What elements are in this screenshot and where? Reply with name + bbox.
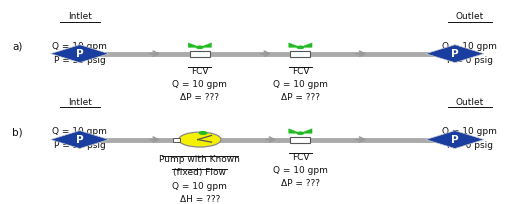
Text: Outlet: Outlet bbox=[455, 98, 484, 107]
Polygon shape bbox=[301, 43, 312, 47]
Bar bbox=[290, 136, 311, 143]
Text: b): b) bbox=[12, 127, 22, 137]
Text: P: P bbox=[76, 135, 84, 145]
Text: Q = 10 gpm: Q = 10 gpm bbox=[273, 80, 328, 89]
Text: (fixed) Flow: (fixed) Flow bbox=[173, 168, 226, 177]
Text: Outlet: Outlet bbox=[455, 12, 484, 21]
Text: P: P bbox=[76, 49, 84, 59]
Text: Intlet: Intlet bbox=[68, 12, 92, 21]
Polygon shape bbox=[200, 43, 212, 47]
Text: FCV: FCV bbox=[191, 67, 209, 76]
Text: Q = 10 gpm: Q = 10 gpm bbox=[442, 128, 497, 136]
Polygon shape bbox=[289, 43, 301, 47]
Bar bbox=[173, 137, 180, 142]
Polygon shape bbox=[51, 131, 109, 149]
Text: ΔP = ???: ΔP = ??? bbox=[180, 93, 219, 102]
Text: P = 0 psig: P = 0 psig bbox=[447, 55, 493, 64]
Polygon shape bbox=[301, 129, 312, 133]
Text: FCV: FCV bbox=[292, 67, 309, 76]
Text: Q = 10 gpm: Q = 10 gpm bbox=[172, 80, 227, 89]
Bar bbox=[190, 51, 210, 57]
Text: P: P bbox=[451, 49, 459, 59]
Text: FCV: FCV bbox=[292, 153, 309, 162]
Text: Intlet: Intlet bbox=[68, 98, 92, 107]
Circle shape bbox=[197, 46, 203, 48]
Text: ΔP = ???: ΔP = ??? bbox=[281, 93, 320, 102]
Circle shape bbox=[179, 132, 221, 147]
Text: a): a) bbox=[12, 41, 22, 51]
Text: ΔP = ???: ΔP = ??? bbox=[281, 179, 320, 188]
Text: Q = 10 gpm: Q = 10 gpm bbox=[442, 42, 497, 51]
Text: P = 0 psig: P = 0 psig bbox=[447, 141, 493, 150]
Polygon shape bbox=[426, 131, 484, 149]
Circle shape bbox=[297, 46, 304, 48]
Text: P = 50 psig: P = 50 psig bbox=[54, 55, 105, 64]
Text: Q = 10 gpm: Q = 10 gpm bbox=[52, 128, 107, 136]
Text: Q = 10 gpm: Q = 10 gpm bbox=[172, 182, 227, 191]
Text: Pump with Known: Pump with Known bbox=[160, 155, 240, 164]
Text: Q = 10 gpm: Q = 10 gpm bbox=[273, 166, 328, 175]
Text: P: P bbox=[451, 135, 459, 145]
Polygon shape bbox=[289, 129, 301, 133]
Bar bbox=[290, 51, 311, 57]
Polygon shape bbox=[188, 43, 200, 47]
Text: P = 50 psig: P = 50 psig bbox=[54, 141, 105, 150]
Text: Q = 10 gpm: Q = 10 gpm bbox=[52, 42, 107, 51]
Polygon shape bbox=[51, 45, 109, 63]
Circle shape bbox=[297, 132, 304, 134]
Circle shape bbox=[200, 132, 207, 134]
Text: ΔH = ???: ΔH = ??? bbox=[180, 195, 220, 204]
Polygon shape bbox=[426, 45, 484, 63]
